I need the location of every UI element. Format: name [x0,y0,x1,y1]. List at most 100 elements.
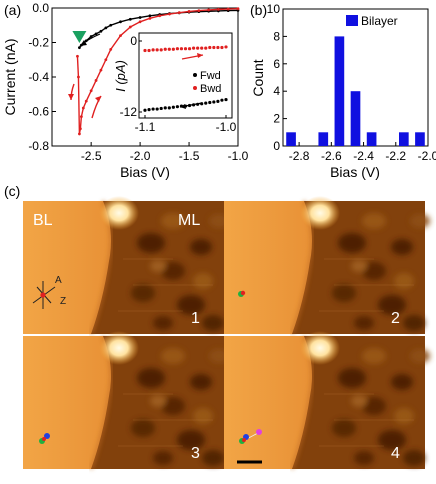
data-point-bwd [236,7,240,11]
y-tick-label: -0.2 [28,36,49,50]
legend-bwd-label: Bwd [200,83,221,95]
molecule-marker-magenta [256,429,262,435]
arrow-right-up-head [95,96,101,102]
frame-number: 2 [391,310,400,327]
molecule-marker-blue [44,433,50,439]
data-point-bwd [84,99,88,103]
data-point-fwd [104,26,108,30]
inset-point-bwd [175,47,179,51]
inset-point-bwd [208,45,212,50]
data-point-fwd [99,29,103,33]
axis-label-z: Z [60,296,66,307]
histogram-bar [415,132,425,146]
data-point-bwd [187,10,191,13]
data-point-bwd [78,127,82,131]
axis-label-a: A [55,275,62,286]
inset-point-fwd [171,105,175,109]
inset-point-fwd [175,105,179,109]
y-tick-label: 0 [273,139,280,153]
inset-point-bwd [147,48,151,53]
data-point-fwd [94,32,98,36]
panel-label-c: (c) [4,183,20,199]
x-tick-label: -2.2 [385,149,406,163]
inset-point-fwd [159,106,163,111]
inset-point-bwd [196,46,200,50]
data-point-bwd [81,106,85,110]
data-point-fwd [89,35,93,38]
molecule-marker-red [242,438,246,442]
data-point-fwd [119,20,122,24]
inset-point-fwd [163,106,167,110]
inset-point-bwd [171,47,175,51]
panel-b-chart: -2.8 -2.6 -2.4 -2.2 -2.0 0 2 4 6 8 10 Bilayer Bias… [250,2,436,180]
data-point-bwd [138,20,142,24]
stm-frame-2: 2 [224,196,430,334]
stm-frame-4: 4 [224,331,430,469]
inset-point-fwd [155,107,159,111]
inset-point-bwd [155,48,159,52]
inset-point-bwd [187,47,192,51]
inset-ylabel-text: I (pA) [113,60,128,92]
inset-x-tick-label: -1.1 [135,120,156,134]
inset-arrow-black-head [180,104,186,109]
region-label-ml: ML [178,212,200,229]
histogram-bar [366,132,377,146]
inset-point-bwd [151,48,155,52]
inset-point-fwd [204,101,208,105]
x-tick-label: -2.6 [321,149,342,163]
arrow-left-down-head [68,94,74,100]
inset-point-fwd [220,98,224,102]
data-point-fwd [78,46,81,50]
panel-a-xlabel: Bias (V) [120,164,170,180]
inset-point-bwd [159,48,163,52]
inset-point-fwd [216,99,220,103]
data-point-bwd [99,68,103,72]
histogram-bar [318,132,329,146]
data-point-bwd [128,25,132,29]
data-point-fwd [138,16,142,19]
data-point-bwd [78,132,81,136]
legend-bwd-marker [193,86,197,90]
legend-bilayer-swatch [346,15,358,26]
inset-y-tick-label: -12 [120,105,138,119]
inset-point-bwd [163,47,167,51]
legend-fwd-label: Fwd [200,70,221,82]
data-point-bwd [89,89,93,93]
data-point-bwd [168,12,171,16]
panel-b-ylabel: Count [250,59,266,96]
inset-point-bwd [143,48,147,53]
y-tick-label: 6 [273,57,280,71]
data-point-bwd [109,48,113,51]
histogram-bar [334,36,345,146]
inset-arrow-red-head [197,53,203,58]
data-point-bwd [104,58,108,62]
inset-point-bwd [200,46,204,50]
x-tick-label: -1.0 [228,149,249,163]
data-point-fwd [148,14,152,18]
x-tick-label: -1.5 [179,149,200,163]
y-tick-label: 8 [273,29,280,43]
panel-label-a: (a) [4,2,21,18]
x-tick-label: -2.5 [81,149,102,163]
panel-b-xlabel: Bias (V) [330,164,380,180]
legend-fwd-marker [193,73,197,77]
data-point-bwd [207,8,211,12]
data-point-bwd [119,34,122,37]
inset-point-fwd [212,100,216,104]
y-tick-label: -0.6 [28,105,49,119]
inset-point-bwd [212,45,216,50]
inset-point-fwd [224,97,228,102]
inset-point-bwd [216,45,220,50]
inset-x-tick-label: -1.0 [216,120,237,134]
molecule-marker-red [40,292,46,298]
frame-number: 1 [191,310,200,327]
stm-frame-1: BL ML A Z 1 [23,196,229,334]
inset-point-bwd [179,47,184,51]
data-point-bwd [94,79,98,82]
y-tick-label: 2 [273,112,280,126]
x-tick-label: -2.8 [289,149,310,163]
inset-chart: -1.1 -1.0 0 -12 I (pA) Fwd Bwd [113,32,237,134]
panel-a-ylabel: Current (nA) [2,38,18,115]
frame-number: 4 [391,445,400,462]
